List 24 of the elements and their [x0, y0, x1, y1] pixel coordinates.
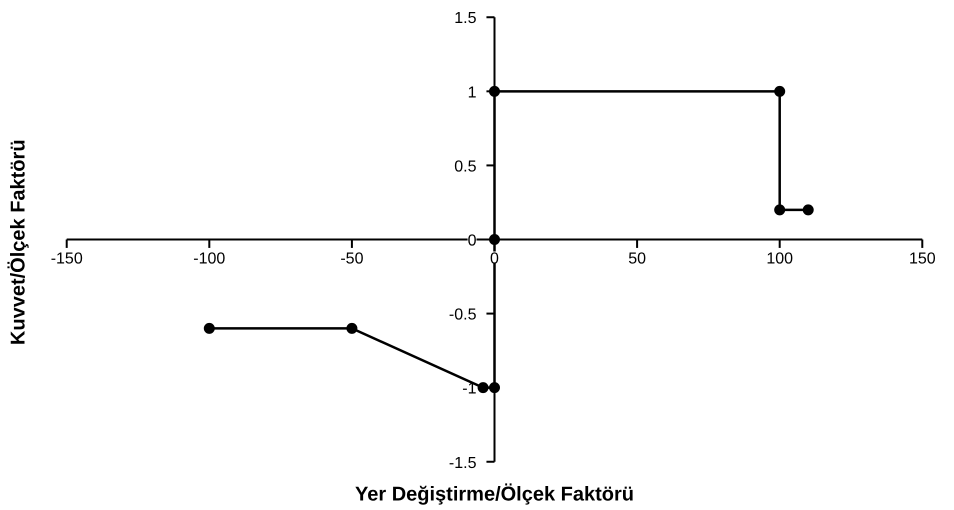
x-tick-label: -50	[340, 250, 364, 268]
y-tick-label: -0.5	[448, 306, 477, 324]
y-tick-label: 0	[468, 232, 477, 250]
point	[346, 322, 358, 334]
point	[774, 86, 786, 97]
point	[802, 204, 814, 216]
x-tick-label: 50	[628, 250, 646, 268]
point	[774, 204, 786, 216]
point	[489, 86, 500, 97]
x-tick-label: -100	[193, 250, 226, 268]
x-tick-label: -150	[50, 250, 83, 268]
y-axis-title: Kuvvet/Ölçek Faktörü	[6, 139, 30, 346]
point	[478, 382, 489, 394]
x-tick-label: 150	[908, 250, 936, 268]
y-tick-label: 0.5	[454, 158, 477, 176]
y-tick-label: 1	[468, 84, 477, 102]
x-tick-label: 0	[490, 250, 500, 268]
point	[489, 234, 500, 245]
point	[204, 322, 215, 334]
x-axis-title: Yer Değiştirme/Ölçek Faktörü	[355, 482, 634, 506]
x-tick-label: 100	[766, 250, 794, 268]
y-tick-label: -1.5	[448, 454, 477, 472]
point	[489, 382, 500, 394]
y-tick-label: 1.5	[454, 10, 477, 28]
